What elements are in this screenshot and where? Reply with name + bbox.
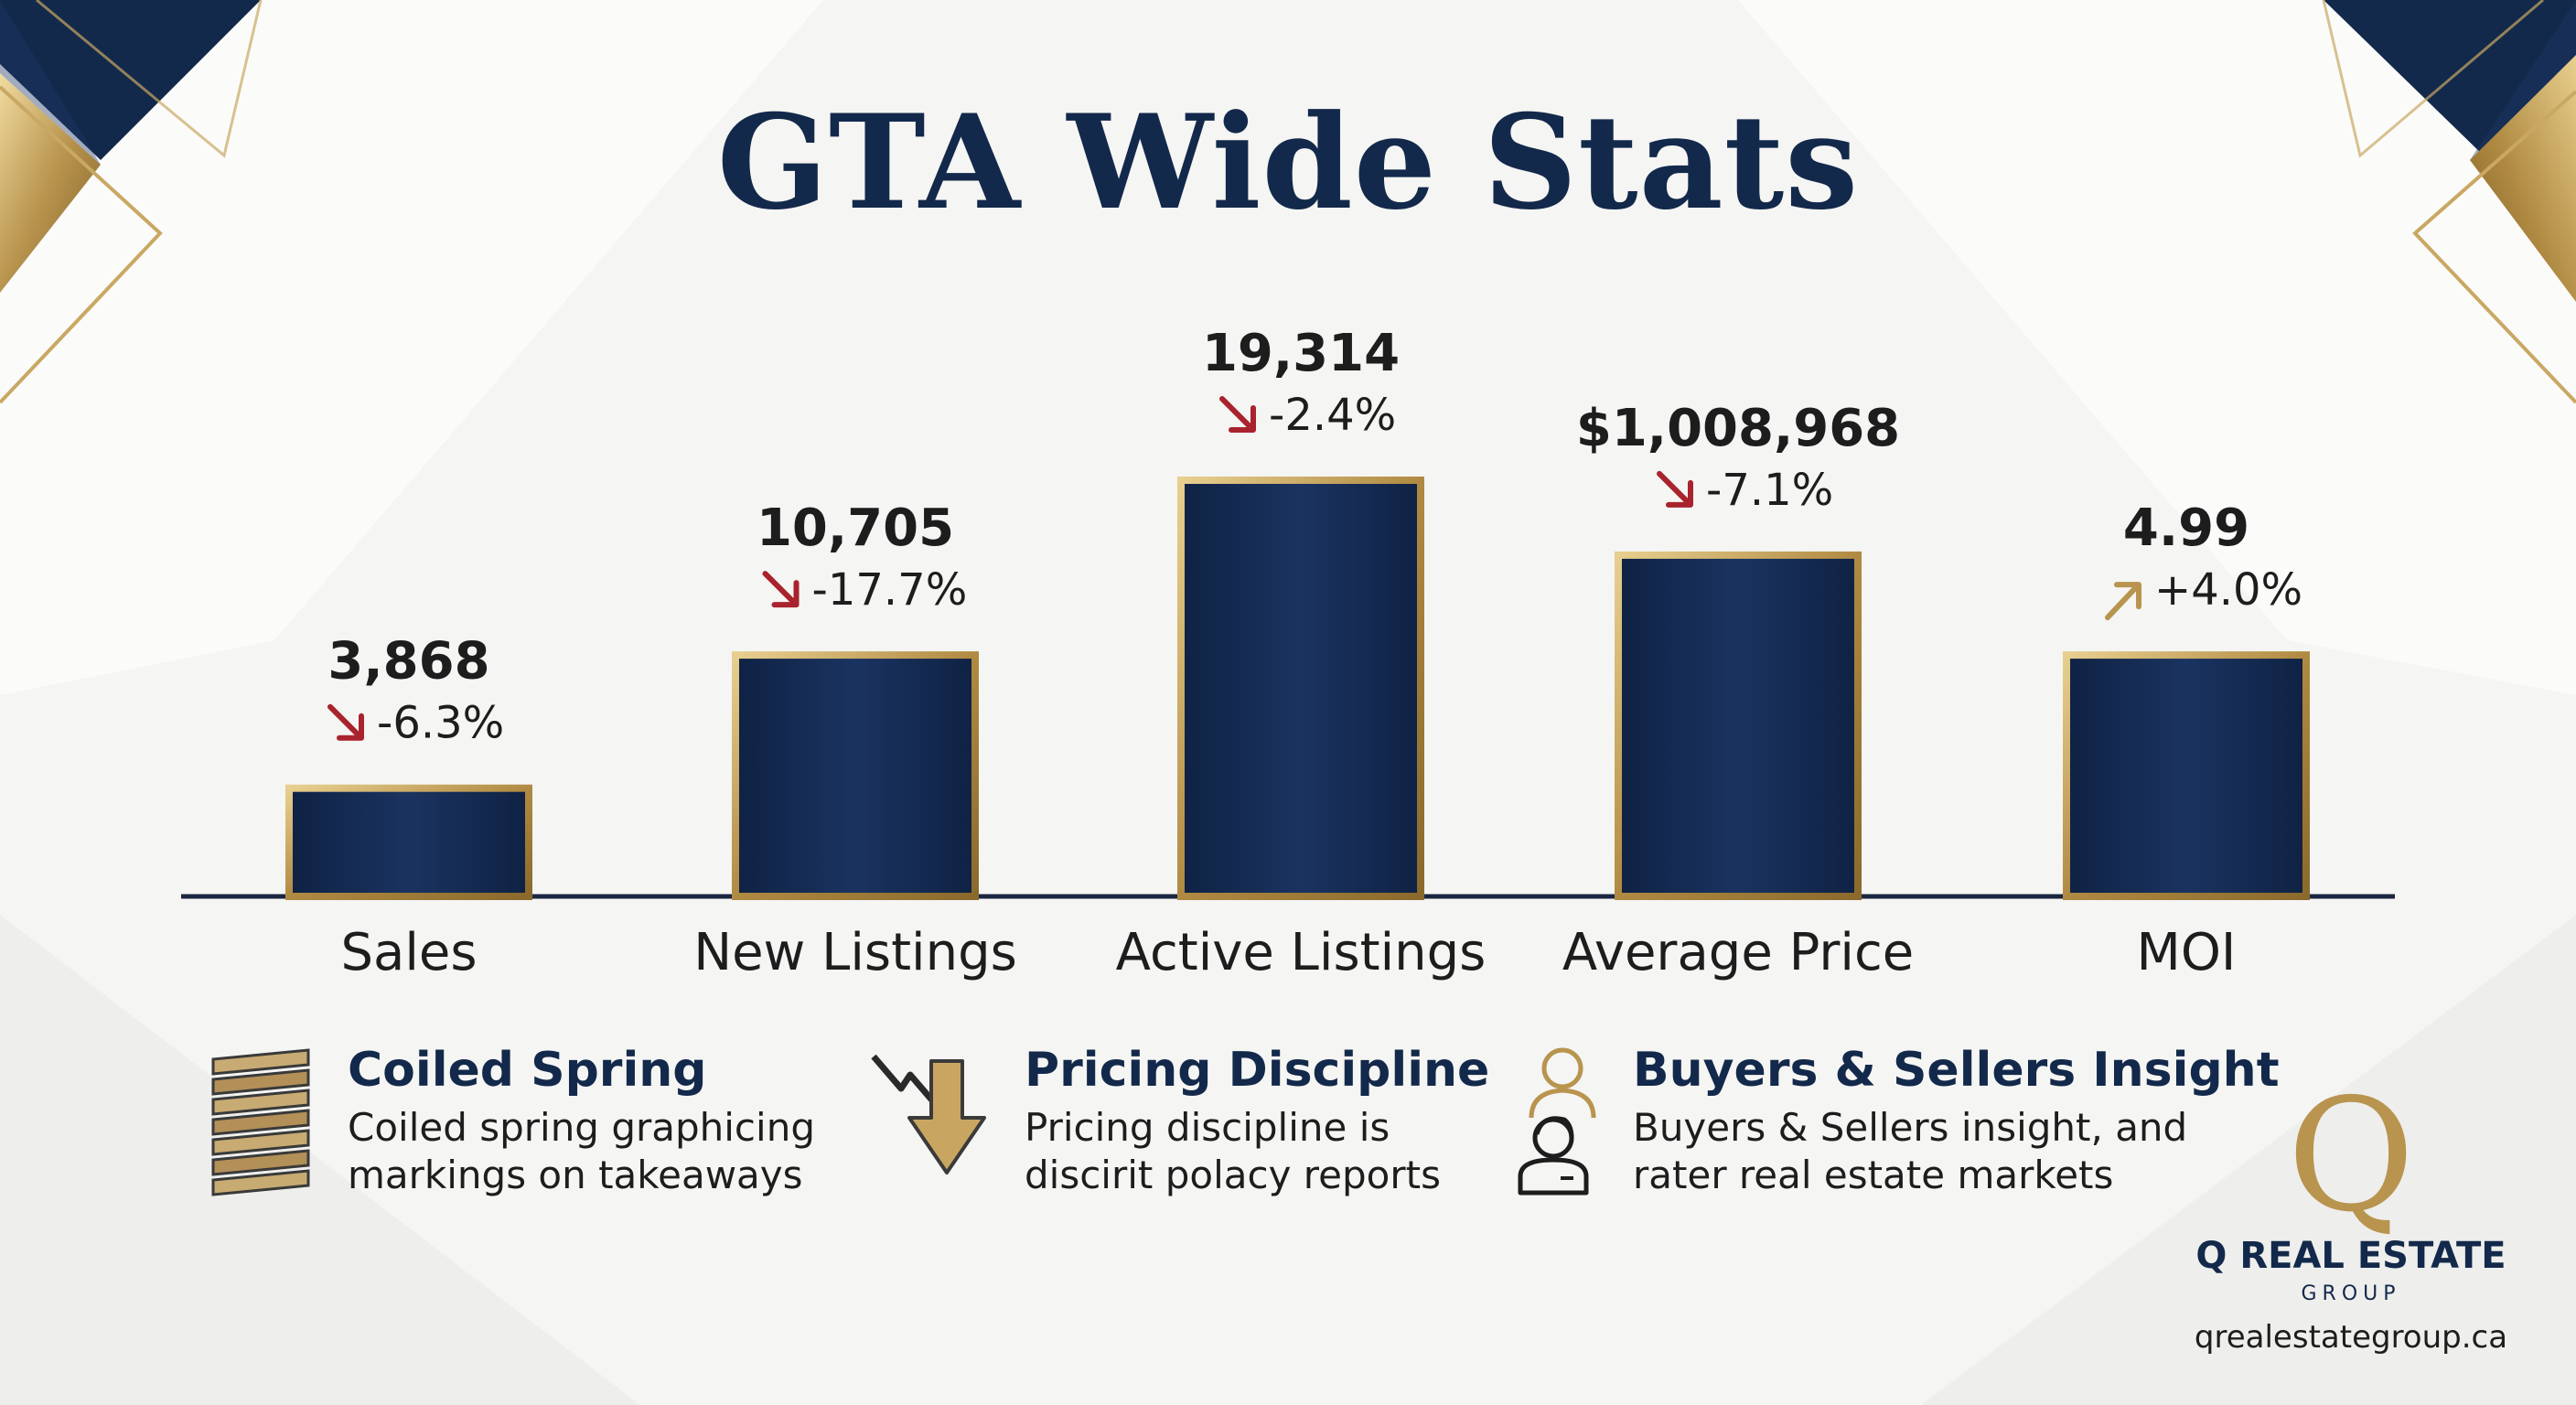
down-arrow-head bbox=[771, 580, 800, 608]
website-url[interactable]: qrealestategroup.ca bbox=[2194, 1319, 2508, 1356]
logo-subtitle: GROUP bbox=[2301, 1282, 2401, 1305]
company-logo: Q Q REAL ESTATE GROUP qrealestategroup.c… bbox=[2177, 1089, 2525, 1381]
down-arrow-head bbox=[337, 713, 364, 741]
value-label: 4.99 bbox=[2123, 499, 2249, 558]
down-arrow-head bbox=[1666, 479, 1693, 508]
feature-text-line: Coiled spring graphicing bbox=[348, 1105, 815, 1150]
down-arrow-icon bbox=[1219, 396, 1254, 431]
coiled-spring-icon bbox=[211, 1048, 310, 1196]
feature-text-line: Pricing discipline is bbox=[1025, 1105, 1390, 1150]
down-arrow-icon bbox=[1657, 470, 1691, 506]
up-arrow-icon bbox=[2105, 584, 2140, 621]
category-label: MOI bbox=[2137, 923, 2237, 982]
logo-brand-name: Q REAL ESTATE bbox=[2195, 1235, 2506, 1277]
value-label: 3,868 bbox=[327, 632, 489, 692]
change-label: +4.0% bbox=[2154, 564, 2302, 616]
page-title: GTA Wide Stats bbox=[716, 87, 1860, 239]
down-arrow-icon bbox=[327, 703, 362, 739]
change-label: -17.7% bbox=[812, 564, 968, 616]
down-arrow-head bbox=[1229, 405, 1256, 433]
category-label: Active Listings bbox=[1116, 923, 1487, 982]
change-label: -2.4% bbox=[1269, 390, 1396, 441]
buyers-sellers-icon bbox=[1518, 1047, 1596, 1196]
bar-active-listings bbox=[1177, 477, 1424, 900]
feature-heading: Coiled Spring bbox=[348, 1043, 707, 1098]
value-label: $1,008,968 bbox=[1576, 399, 1900, 458]
change-label: -6.3% bbox=[377, 698, 504, 749]
bar-moi bbox=[2063, 651, 2310, 900]
bar-new-listings bbox=[732, 651, 979, 900]
bar-chart: Sales 3,868 -6.3% New Listings 10,705 -17.7% A… bbox=[181, 324, 2395, 982]
feature-coiled-spring: Coiled Spring Coiled spring graphicing m… bbox=[206, 1043, 846, 1207]
feature-pricing-discipline: Pricing Discipline Pricing discipline is… bbox=[869, 1043, 1509, 1207]
price-drop-arrow-icon bbox=[871, 1054, 986, 1174]
value-label: 19,314 bbox=[1202, 324, 1400, 383]
feature-text-line: markings on takeaways bbox=[348, 1153, 803, 1197]
value-label: 10,705 bbox=[757, 499, 954, 558]
svg-text:Q: Q bbox=[2287, 1089, 2414, 1235]
bar-average-price bbox=[1615, 551, 1862, 901]
feature-heading: Buyers & Sellers Insight bbox=[1633, 1043, 2280, 1098]
feature-text-line: Buyers & Sellers insight, and bbox=[1633, 1105, 2188, 1150]
feature-buyers-sellers-insight: Buyers & Sellers Insight Buyers & Seller… bbox=[1509, 1043, 2280, 1207]
down-arrow-icon bbox=[762, 571, 798, 606]
q-monogram-icon: Q bbox=[2287, 1089, 2414, 1235]
category-label: Sales bbox=[340, 923, 477, 982]
bar-sales bbox=[285, 784, 532, 901]
feature-text-line: rater real estate markets bbox=[1633, 1153, 2114, 1197]
category-label: Average Price bbox=[1562, 923, 1914, 982]
category-label: New Listings bbox=[693, 923, 1017, 982]
change-label: -7.1% bbox=[1706, 465, 1833, 516]
feature-heading: Pricing Discipline bbox=[1025, 1043, 1490, 1098]
feature-text-line: discirit polacy reports bbox=[1025, 1153, 1441, 1197]
up-arrow-head bbox=[2114, 582, 2141, 610]
